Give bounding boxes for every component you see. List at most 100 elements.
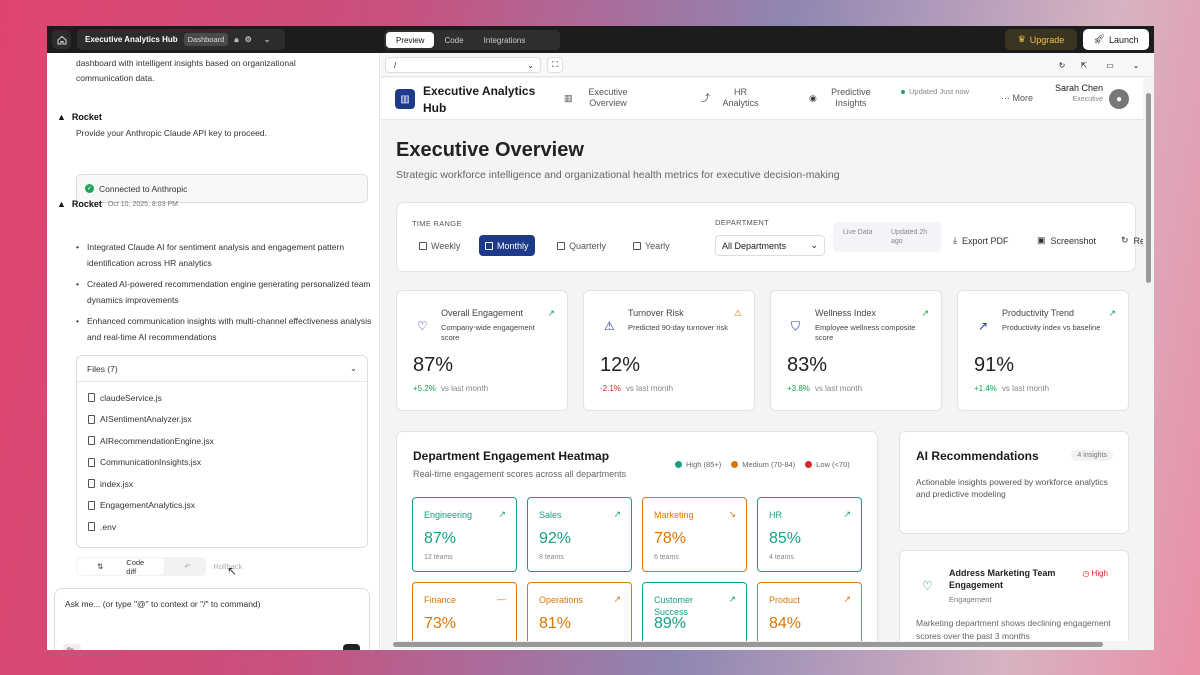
department-score: 73% (424, 615, 457, 632)
department-cell[interactable]: Finance — 73% (412, 582, 517, 641)
file-item[interactable]: index.jsx (77, 473, 367, 495)
tab-code[interactable]: Code (444, 35, 464, 45)
rollback-button[interactable]: ↶ Rollback (164, 562, 262, 571)
project-name: Executive Analytics Hub (85, 35, 178, 44)
file-icon (88, 393, 95, 403)
refresh-label: Re (1133, 235, 1143, 246)
tab-preview[interactable]: Preview (386, 32, 435, 48)
launch-button[interactable]: 🚀︎ Launch (1083, 29, 1149, 50)
project-selector[interactable]: Executive Analytics Hub Dashboard 🔒︎ ⚙ ⌄ (77, 29, 285, 50)
horizontal-scrollbar[interactable] (381, 641, 1143, 649)
kpi-value: 83% (787, 354, 828, 376)
nav-predictive-insights[interactable]: ◉ Predictive Insights (809, 87, 877, 109)
priority-badge: ◷ High (1082, 569, 1108, 578)
mouse-cursor-icon: ↖ (227, 564, 238, 578)
change-label: vs last month (1001, 384, 1050, 393)
device-icon[interactable]: ▭ (1106, 60, 1114, 70)
chevron-down-icon[interactable]: ⌄ (263, 35, 271, 44)
department-cell[interactable]: Operations ↗ 81% (527, 582, 632, 641)
file-name: .env (100, 521, 117, 532)
avatar[interactable]: ● (1109, 89, 1129, 109)
refresh-button[interactable]: ↻ Re (1121, 235, 1143, 246)
live-data-label: Live Data (843, 229, 873, 236)
file-item[interactable]: EngagementAnalytics.jsx (77, 495, 367, 517)
nav-executive-overview[interactable]: ▥ Executive Overview (564, 87, 636, 109)
chat-panel: dashboard with intelligent insights base… (47, 53, 380, 650)
export-pdf-button[interactable]: ⤓ Export PDF (953, 235, 1009, 246)
range-quarterly[interactable]: Quarterly (551, 235, 612, 256)
department-name: HR (769, 510, 782, 520)
recommendation-item[interactable]: ♡ Address Marketing Team Engagement Enga… (899, 550, 1129, 641)
range-monthly[interactable]: Monthly (479, 235, 535, 256)
legend-dot (675, 461, 682, 468)
expand-icon[interactable]: ⛶ (547, 57, 563, 73)
files-header[interactable]: Files (7) ⌄ (77, 356, 367, 382)
message-author: ▲ Rocket Oct 10, 2025, 8:03 PM (57, 199, 178, 209)
range-yearly[interactable]: Yearly (627, 235, 676, 256)
screenshot-button[interactable]: ▣ Screenshot (1037, 235, 1096, 246)
file-item[interactable]: AISentimentAnalyzer.jsx (77, 409, 367, 431)
settings-icon[interactable]: ⚙ (244, 35, 252, 44)
brand-name: Executive Analytics Hub (423, 84, 536, 115)
bullet-item: Integrated Claude AI for sentiment analy… (76, 239, 376, 271)
trend-icon: ↗ (498, 509, 506, 519)
kpi-change: +1.4% vs last month (974, 384, 1049, 393)
tab-integrations[interactable]: Integrations (483, 35, 526, 45)
kpi-card-turnover[interactable]: ⚠ Turnover Risk Predicted 90-day turnove… (583, 290, 755, 411)
intro-text: dashboard with intelligent insights base… (76, 58, 296, 83)
department-cell[interactable]: Marketing ↘ 78% 6 teams (642, 497, 747, 572)
dashboard-app: ▥ Executive Analytics Hub ▥ Executive Ove… (381, 78, 1143, 641)
scroll-thumb[interactable] (393, 642, 1103, 647)
upgrade-button[interactable]: ♛ Upgrade (1005, 29, 1077, 50)
lock-icon[interactable]: 🔒︎ (234, 34, 239, 44)
range-weekly[interactable]: Weekly (413, 235, 466, 256)
alert-icon: ⚠ (733, 308, 742, 318)
department-cell[interactable]: Product ↗ 84% (757, 582, 862, 641)
attach-icon[interactable]: 📎︎ (63, 644, 81, 650)
department-select[interactable]: All Departments ⌄ (715, 235, 825, 256)
vertical-scrollbar[interactable] (1145, 78, 1152, 641)
download-icon: ⤓ (953, 235, 957, 245)
filter-bar: TIME RANGE Weekly Monthly Quarterly Year… (396, 202, 1143, 272)
heatmap-legend: High (85+) Medium (70-84) Low (<70) (675, 460, 850, 469)
more-menu[interactable]: ··· More (1001, 93, 1033, 103)
user-role: Executive (1072, 96, 1103, 103)
chat-input[interactable]: Ask me... (or type "@" to context or "/"… (54, 588, 370, 650)
clock-icon: ◷ (1082, 569, 1092, 578)
kpi-card-engagement[interactable]: ♡ Overall Engagement Company-wide engage… (396, 290, 568, 411)
kpi-card-wellness[interactable]: ⛉ Wellness Index Employee wellness compo… (770, 290, 942, 411)
home-button[interactable] (52, 30, 71, 49)
department-cell[interactable]: HR ↗ 85% 4 teams (757, 497, 862, 572)
chevron-down-icon[interactable]: ⌄ (1132, 60, 1140, 70)
code-diff-button[interactable]: ⇅ Code diff (77, 558, 165, 576)
chart-logo-icon: ▥ (395, 89, 415, 109)
send-button[interactable]: ↑ (343, 644, 360, 650)
file-name: CommunicationInsights.jsx (100, 457, 202, 468)
department-cell[interactable]: Engineering ↗ 87% 12 teams (412, 497, 517, 572)
nav-hr-analytics[interactable]: ⤴ HR Analytics (701, 87, 763, 109)
trend-up-icon: ↗ (921, 308, 929, 318)
kpi-card-productivity[interactable]: ↗ Productivity Trend Productivity index … (957, 290, 1129, 411)
data-status: Live Data Updated 2h ago (833, 222, 941, 252)
department-cell[interactable]: Sales ↗ 92% 8 teams (527, 497, 632, 572)
launch-label: Launch (1108, 34, 1139, 45)
department-cell[interactable]: Customer Success ↗ 89% (642, 582, 747, 641)
user-info[interactable]: Sarah Chen Executive (1048, 82, 1103, 106)
department-name: Engineering (424, 510, 473, 520)
scroll-thumb[interactable] (1146, 93, 1151, 283)
refresh-icon[interactable]: ↻ (1058, 60, 1066, 70)
file-item[interactable]: claudeService.js (77, 387, 367, 409)
rocket-icon: 🚀︎ (1093, 34, 1105, 44)
department-score: 92% (539, 530, 572, 547)
external-link-icon[interactable]: ⇱ (1080, 60, 1088, 70)
url-selector[interactable]: / ⌄ (385, 57, 541, 73)
file-item[interactable]: AIRecommendationEngine.jsx (77, 430, 367, 452)
department-score: 87% (424, 530, 457, 547)
department-score: 85% (769, 530, 802, 547)
file-item[interactable]: CommunicationInsights.jsx (77, 452, 367, 474)
file-item[interactable]: .env (77, 516, 367, 538)
more-label: More (1012, 93, 1034, 103)
kpi-title: Overall Engagement (441, 308, 524, 318)
kpi-title: Productivity Trend (1002, 308, 1075, 318)
change-value: -2.1% (600, 384, 621, 393)
